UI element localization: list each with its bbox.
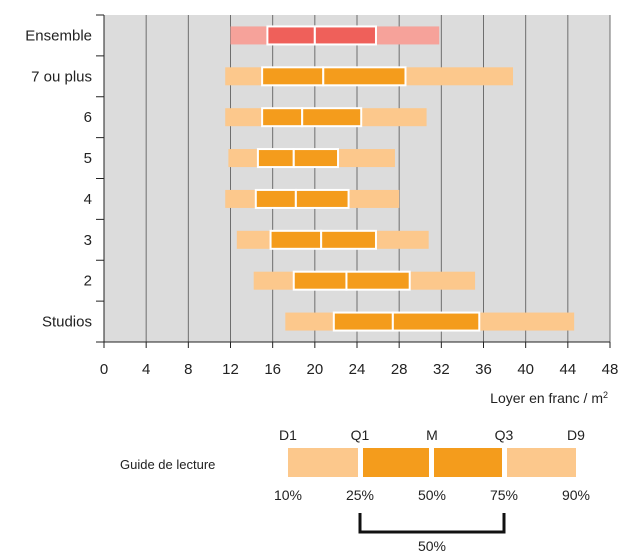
guide-top-labels: D1 Q1 M Q3 D9 xyxy=(279,427,585,443)
x-tick-label-8: 8 xyxy=(184,361,192,378)
median-q3-bar xyxy=(294,188,350,209)
guide-top-label-2: M xyxy=(426,427,438,443)
x-tick-label-24: 24 xyxy=(349,361,366,378)
box-2 xyxy=(225,107,427,128)
category-label-4: 4 xyxy=(84,191,92,208)
guide-top-label-3: Q3 xyxy=(495,427,514,443)
guide-bottom-label-3: 75% xyxy=(490,487,518,503)
x-tick-label-16: 16 xyxy=(264,361,281,378)
box-4 xyxy=(225,188,400,209)
box-5 xyxy=(236,229,429,250)
guide-title: Guide de lecture xyxy=(120,457,215,472)
x-tick-label-48: 48 xyxy=(602,361,619,378)
x-tick-label-32: 32 xyxy=(433,361,450,378)
guide-bottom-label-2: 50% xyxy=(418,487,446,503)
x-tick-label-40: 40 xyxy=(517,361,534,378)
guide-top-label-1: Q1 xyxy=(351,427,370,443)
x-tick-label-4: 4 xyxy=(142,361,150,378)
category-label-7: Studios xyxy=(42,314,92,331)
median-q3-bar xyxy=(301,107,363,128)
box-3 xyxy=(228,148,395,169)
median-q3-bar xyxy=(391,311,481,332)
box-6 xyxy=(253,270,476,291)
median-q3-bar xyxy=(345,270,411,291)
box-0 xyxy=(230,25,440,46)
guide-q1-m-segment xyxy=(363,448,429,477)
median-q3-bar xyxy=(313,25,377,46)
y-axis: Ensemble 7 ou plus 6 5 4 3 2 Studios xyxy=(25,14,105,343)
category-label-5: 3 xyxy=(84,232,92,249)
q1-median-bar xyxy=(256,148,295,169)
guide-q3-d9-segment xyxy=(507,448,576,477)
reading-guide: Guide de lecture D1 Q1 M Q3 D9 10% 25% 50% 75% 9… xyxy=(120,427,590,554)
guide-top-label-4: D9 xyxy=(567,427,585,443)
q1-median-bar xyxy=(254,188,297,209)
category-label-2: 6 xyxy=(84,109,92,126)
box-7 xyxy=(285,311,575,332)
q1-median-bar xyxy=(292,270,348,291)
q1-median-bar xyxy=(332,311,394,332)
median-q3-bar xyxy=(292,148,340,169)
q1-median-bar xyxy=(269,229,323,250)
guide-bottom-label-1: 25% xyxy=(346,487,374,503)
guide-d1-q1-segment xyxy=(288,448,358,477)
x-tick-label-44: 44 xyxy=(559,361,576,378)
x-tick-label-12: 12 xyxy=(222,361,239,378)
median-q3-bar xyxy=(322,66,407,87)
x-tick-label-28: 28 xyxy=(391,361,408,378)
guide-m-q3-segment xyxy=(434,448,502,477)
q1-median-bar xyxy=(261,107,304,128)
guide-bracket-label: 50% xyxy=(418,538,446,554)
q1-median-bar xyxy=(261,66,325,87)
x-axis: 0 4 8 12 16 20 24 28 32 36 40 44 48 xyxy=(100,341,619,378)
x-tick-label-0: 0 xyxy=(100,361,108,378)
q1-median-bar xyxy=(266,25,316,46)
guide-bottom-labels: 10% 25% 50% 75% 90% xyxy=(274,487,590,503)
x-tick-label-20: 20 xyxy=(306,361,323,378)
guide-bracket xyxy=(358,513,506,534)
category-label-0: Ensemble xyxy=(25,27,92,44)
guide-top-label-0: D1 xyxy=(279,427,297,443)
median-q3-bar xyxy=(320,229,377,250)
category-label-6: 2 xyxy=(84,273,92,290)
box-1 xyxy=(225,66,514,87)
guide-bottom-label-4: 90% xyxy=(562,487,590,503)
x-tick-label-36: 36 xyxy=(475,361,492,378)
box-series xyxy=(225,25,575,332)
x-axis-title: Loyer en franc / m2 xyxy=(490,390,608,406)
category-label-1: 7 ou plus xyxy=(31,68,92,85)
guide-bottom-label-0: 10% xyxy=(274,487,302,503)
category-label-3: 5 xyxy=(84,150,92,167)
